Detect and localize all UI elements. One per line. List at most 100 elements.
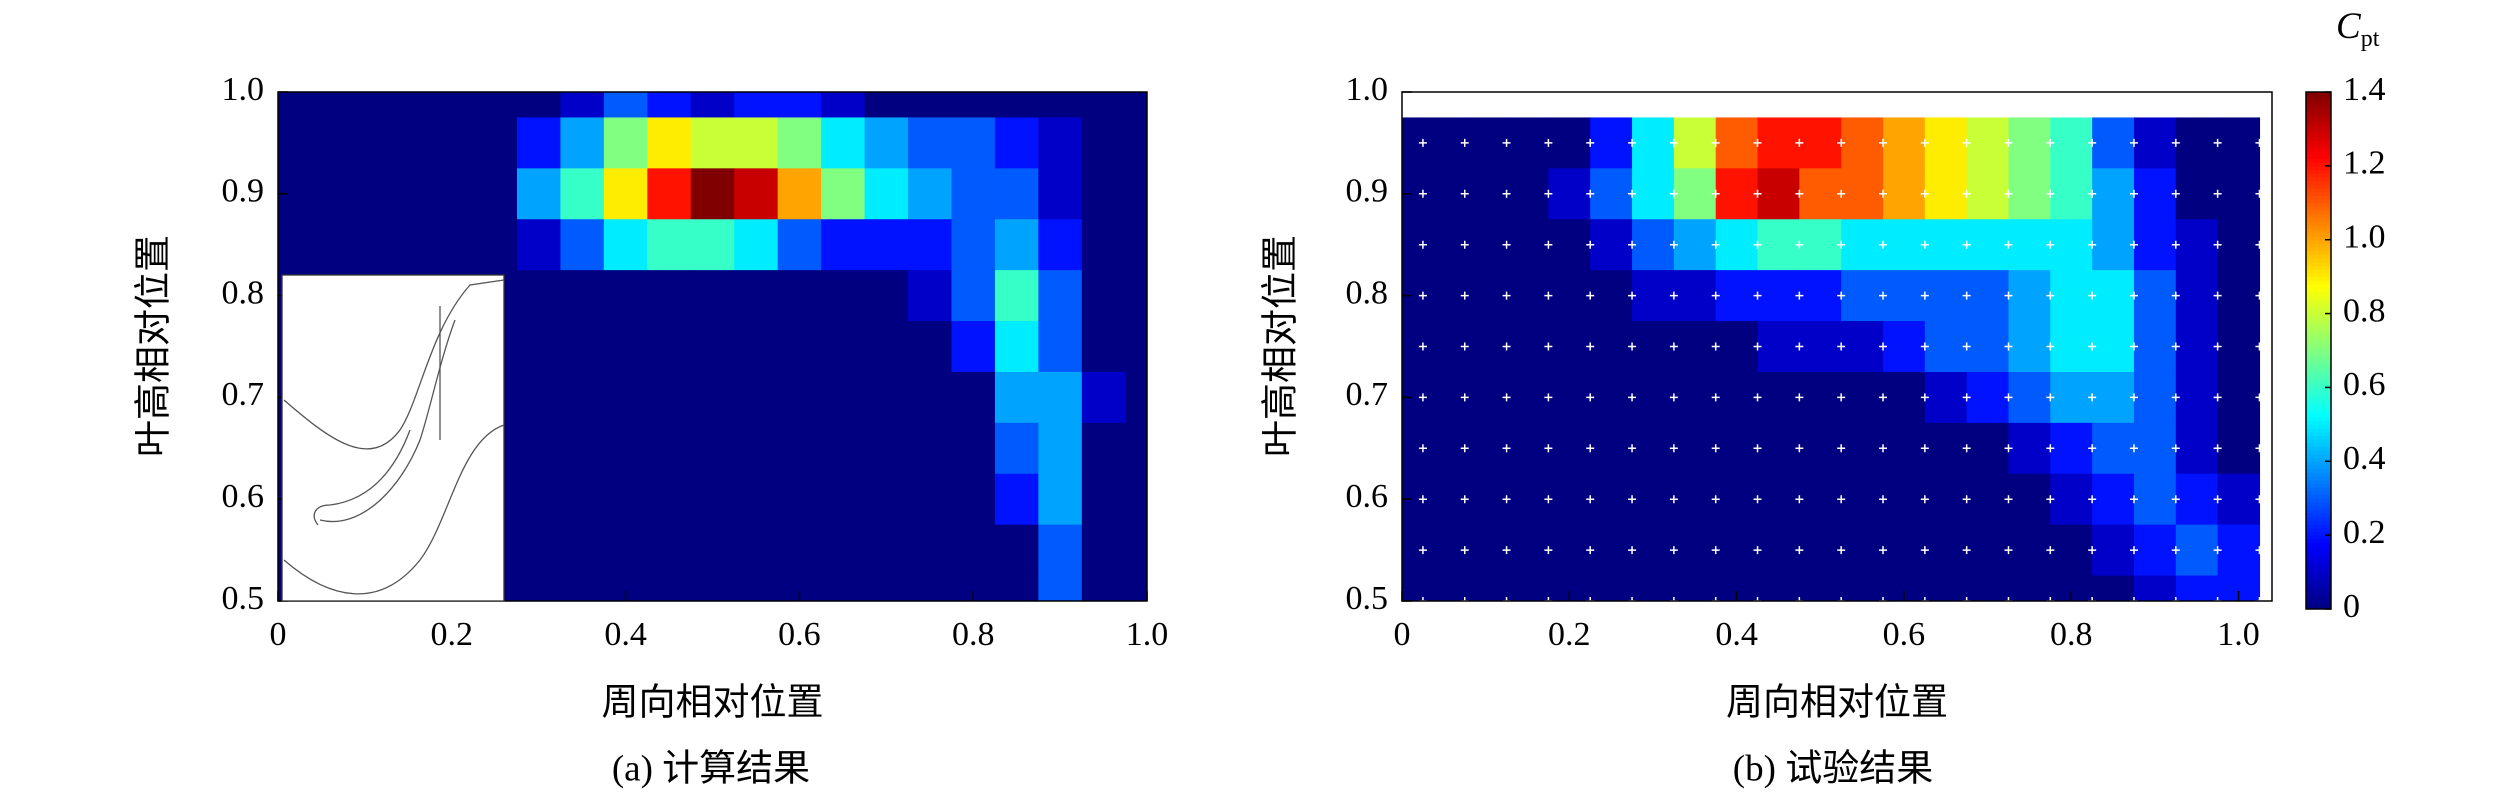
colorbar-swatch [2306, 232, 2331, 237]
contour-cell [777, 219, 822, 271]
colorbar-swatch [2306, 428, 2331, 433]
colorbar-swatch [2306, 394, 2331, 400]
probe-point [1460, 342, 1469, 351]
probe-point [1544, 597, 1553, 601]
contour-cell [1402, 371, 1424, 424]
contour-cell [994, 219, 1039, 271]
contour-cell [1464, 473, 1508, 526]
contour-cell [734, 92, 779, 119]
contour-cell [1799, 575, 1842, 601]
probe-point [1460, 240, 1469, 249]
inset-line [313, 429, 411, 526]
probe-point [1628, 495, 1637, 504]
colorbar-tick-label: 0.8 [2343, 292, 2386, 329]
contour-cell [1590, 524, 1633, 577]
contour-cell [864, 219, 909, 271]
contour-cell [2217, 524, 2261, 577]
contour-cell [1081, 219, 1126, 271]
contour-cell [864, 92, 909, 119]
probe-point [2004, 291, 2013, 300]
probe-point [1879, 546, 1888, 555]
probe-point [1879, 444, 1888, 453]
contour-cell [734, 321, 779, 373]
colorbar-swatch [2306, 383, 2331, 388]
probe-point [2255, 240, 2264, 249]
probe-point [1879, 291, 1888, 300]
y-tick-label: 1.0 [1346, 71, 1389, 108]
contour-cell [299, 168, 344, 220]
colorbar-swatch [2306, 254, 2331, 259]
contour-cell [386, 219, 431, 271]
probe-point [2129, 597, 2138, 601]
colorbar-swatch [2306, 472, 2331, 477]
probe-point [1795, 444, 1804, 453]
probe-point [1879, 240, 1888, 249]
probe-point [1837, 342, 1846, 351]
contour-cell [2175, 219, 2219, 271]
contour-cell [516, 473, 562, 526]
probe-point [1962, 240, 1971, 249]
probe-point [2004, 495, 2013, 504]
probe-point [1753, 444, 1762, 453]
probe-point [1795, 291, 1804, 300]
contour-cell [1883, 270, 1926, 322]
colorbar-tick-label: 1.0 [2343, 219, 2386, 256]
probe-point [2213, 546, 2222, 555]
contour-cell [1841, 524, 1884, 577]
colorbar-swatch [2306, 317, 2331, 322]
contour-cell [1464, 219, 1508, 271]
colorbar-swatch [2306, 365, 2331, 370]
contour-cell [1125, 168, 1147, 220]
probe-point [1795, 240, 1804, 249]
probe-point [1502, 240, 1511, 249]
colorbar-swatch [2306, 597, 2331, 603]
probe-point [2213, 189, 2222, 198]
colorbar-swatch [2306, 505, 2331, 510]
contour-cell [1883, 219, 1926, 271]
contour-cell [516, 92, 562, 119]
probe-point [1753, 138, 1762, 147]
contour-cell [1799, 117, 1842, 169]
contour-cell [2133, 371, 2177, 424]
probe-point [1669, 342, 1678, 351]
probe-point [1920, 495, 1929, 504]
contour-cell [1799, 473, 1842, 526]
contour-cell [2092, 422, 2135, 475]
inset-line [283, 279, 505, 450]
contour-cell [2133, 422, 2177, 475]
contour-cell [1506, 371, 1549, 424]
colorbar-swatch [2306, 221, 2331, 226]
contour-cell [1799, 219, 1842, 271]
probe-point [2129, 444, 2138, 453]
x-tick-label: 0.4 [1715, 616, 1758, 653]
probe-point [1502, 291, 1511, 300]
colorbar-swatch [2306, 468, 2331, 473]
contour-cell [386, 92, 431, 119]
contour-cell [516, 168, 562, 220]
contour-cell [994, 92, 1039, 119]
probe-point [1879, 189, 1888, 198]
x-tick-label: 1.0 [1126, 616, 1169, 653]
probe-point [1795, 342, 1804, 351]
colorbar-swatch [2306, 335, 2331, 340]
contour-cell [1125, 575, 1147, 601]
probe-point [1628, 240, 1637, 249]
contour-cell [1464, 422, 1508, 475]
contour-cell [1841, 371, 1884, 424]
probe-point [1711, 597, 1720, 601]
probe-point [1544, 393, 1553, 402]
inset-line [283, 424, 505, 595]
contour-cell [2092, 371, 2135, 424]
contour-cell [908, 524, 953, 577]
contour-cell [1038, 270, 1083, 322]
contour-cell [1422, 168, 1466, 220]
probe-point [2255, 546, 2264, 555]
contour-cell [516, 524, 562, 577]
probe-point [1669, 597, 1678, 601]
contour-cell [1590, 168, 1633, 220]
probe-point [2088, 444, 2097, 453]
contour-cell [2050, 168, 2093, 220]
colorbar-swatch [2306, 476, 2331, 481]
contour-cell [1966, 168, 2010, 220]
probe-point [2046, 189, 2055, 198]
